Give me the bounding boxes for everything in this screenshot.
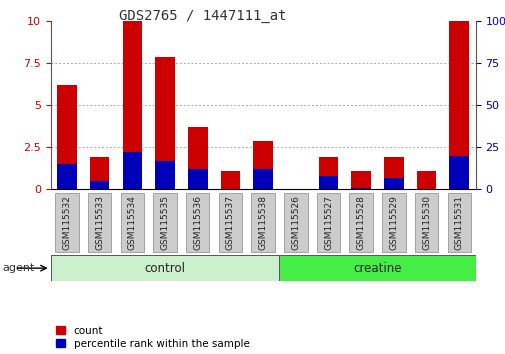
Bar — [318, 176, 338, 189]
FancyBboxPatch shape — [414, 193, 437, 252]
Text: GSM115531: GSM115531 — [454, 195, 463, 250]
Bar — [383, 158, 403, 189]
FancyBboxPatch shape — [381, 193, 405, 252]
Text: GSM115537: GSM115537 — [225, 195, 234, 250]
Bar — [416, 171, 435, 189]
FancyBboxPatch shape — [283, 193, 307, 252]
FancyBboxPatch shape — [349, 193, 372, 252]
Text: GSM115538: GSM115538 — [258, 195, 267, 250]
Text: GSM115534: GSM115534 — [128, 195, 136, 250]
Bar — [448, 156, 468, 189]
Text: GSM115526: GSM115526 — [291, 195, 300, 250]
FancyBboxPatch shape — [251, 193, 274, 252]
Bar — [350, 188, 370, 189]
FancyBboxPatch shape — [316, 193, 339, 252]
Text: GSM115527: GSM115527 — [323, 195, 332, 250]
Bar — [155, 57, 175, 189]
Text: control: control — [144, 262, 185, 275]
Text: GSM115532: GSM115532 — [62, 195, 71, 250]
Text: GSM115535: GSM115535 — [160, 195, 169, 250]
Text: GSM115528: GSM115528 — [356, 195, 365, 250]
FancyBboxPatch shape — [186, 193, 209, 252]
Bar — [122, 152, 142, 189]
Text: GSM115530: GSM115530 — [421, 195, 430, 250]
Bar — [253, 169, 272, 189]
FancyBboxPatch shape — [55, 193, 79, 252]
Bar — [57, 85, 77, 189]
Bar — [122, 21, 142, 189]
Legend: count, percentile rank within the sample: count, percentile rank within the sample — [56, 326, 249, 349]
FancyBboxPatch shape — [218, 193, 242, 252]
Text: GDS2765 / 1447111_at: GDS2765 / 1447111_at — [118, 9, 286, 23]
Bar — [383, 178, 403, 189]
FancyBboxPatch shape — [50, 255, 279, 281]
Text: agent: agent — [3, 263, 35, 273]
Bar — [448, 21, 468, 189]
Bar — [187, 127, 207, 189]
Text: creatine: creatine — [352, 262, 401, 275]
Bar — [253, 141, 272, 189]
Bar — [350, 171, 370, 189]
Bar — [318, 158, 338, 189]
Bar — [90, 158, 109, 189]
Bar — [155, 161, 175, 189]
Text: GSM115529: GSM115529 — [389, 195, 397, 250]
Text: GSM115536: GSM115536 — [193, 195, 202, 250]
FancyBboxPatch shape — [153, 193, 176, 252]
FancyBboxPatch shape — [120, 193, 144, 252]
Bar — [220, 171, 240, 189]
Bar — [57, 164, 77, 189]
FancyBboxPatch shape — [279, 255, 475, 281]
Bar — [187, 169, 207, 189]
Text: GSM115533: GSM115533 — [95, 195, 104, 250]
Bar — [90, 181, 109, 189]
FancyBboxPatch shape — [88, 193, 111, 252]
FancyBboxPatch shape — [446, 193, 470, 252]
